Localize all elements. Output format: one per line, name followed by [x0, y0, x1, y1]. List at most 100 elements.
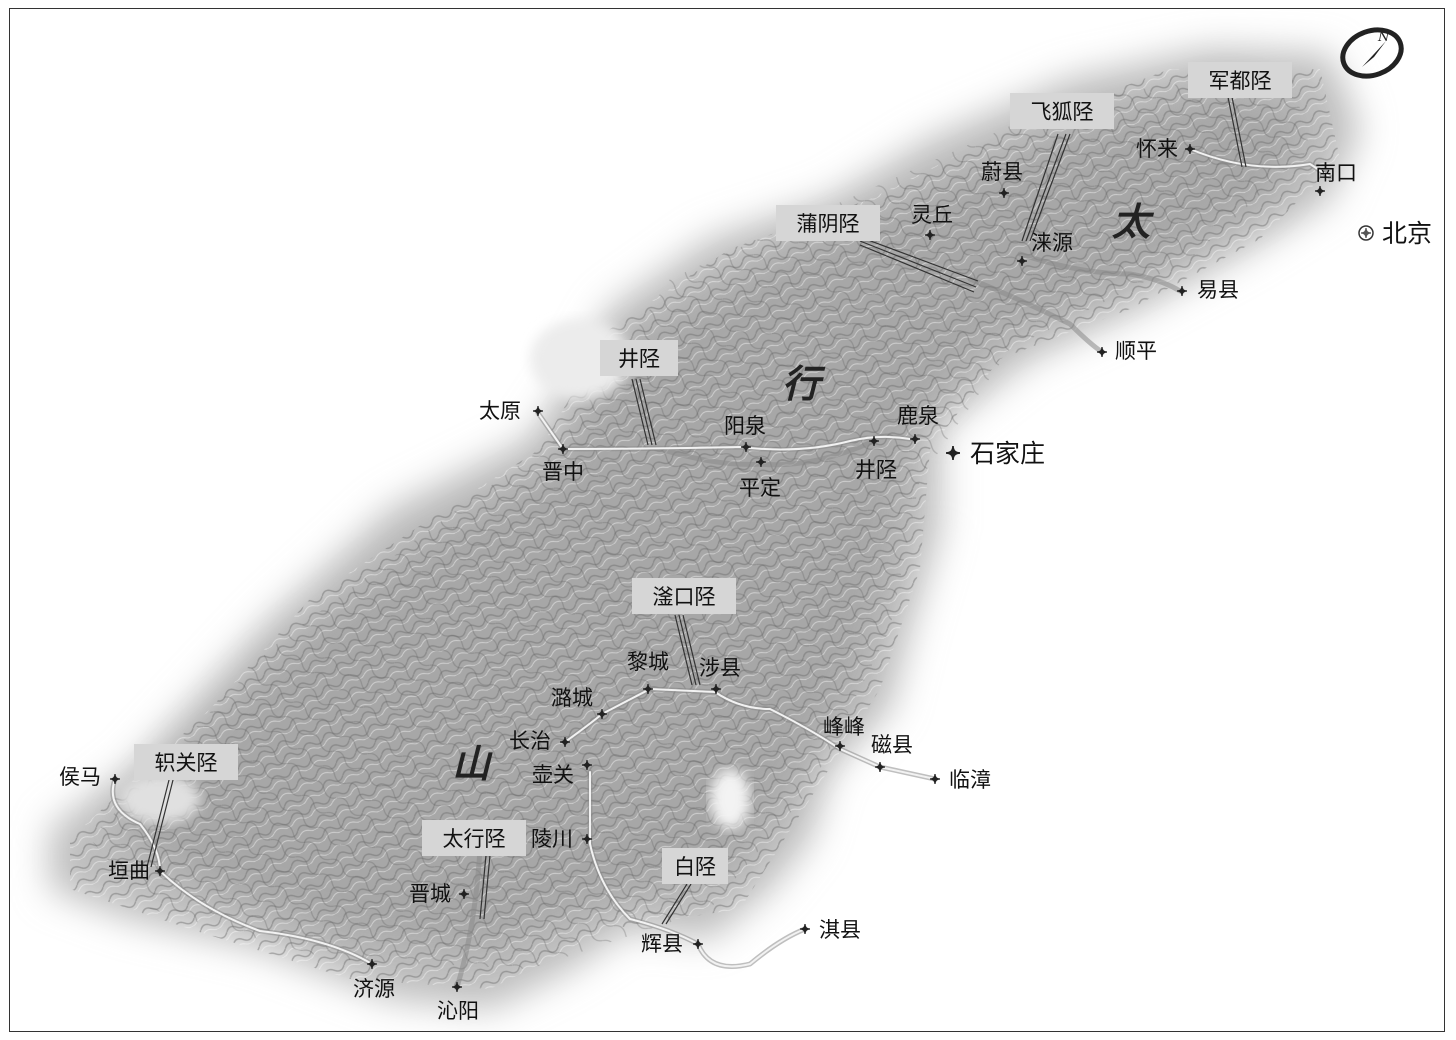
pass-label-7[interactable]: 白陉 [662, 848, 728, 884]
city-pingding[interactable]: 平定 [739, 456, 781, 500]
city-houma[interactable]: 侯马 [59, 765, 121, 789]
pass-labels: 军都陉 飞狐陉 蒲阴陉 井陉 滏口陉 轵关陉 太行陉 白陉 [134, 62, 1292, 884]
city-shijiazhuang[interactable]: 石家庄 [945, 439, 1045, 468]
diamond-star-icon [909, 433, 921, 445]
city-yuxian[interactable]: 蔚县 [981, 160, 1023, 199]
city-licheng[interactable]: 黎城 [627, 650, 669, 695]
city-qixian[interactable]: 淇县 [799, 918, 861, 942]
diamond-star-icon [532, 405, 544, 417]
diamond-star-icon [1016, 255, 1028, 267]
city-label-jinzhong: 晋中 [542, 460, 584, 484]
city-label-shunping: 顺平 [1115, 339, 1157, 363]
city-label-jingxing: 井陉 [855, 458, 897, 482]
city-yixian[interactable]: 易县 [1176, 278, 1239, 302]
diamond-star-icon [1184, 143, 1196, 155]
route-taihang [454, 846, 483, 990]
city-label-huguan: 壶关 [532, 763, 574, 787]
city-nankou[interactable]: 南口 [1314, 161, 1357, 197]
city-linzhang[interactable]: 临漳 [929, 768, 991, 792]
city-beijing[interactable]: 北京 [1358, 219, 1432, 248]
route-feihu [1017, 251, 1183, 294]
pass-label-2[interactable]: 蒲阴陉 [776, 205, 880, 241]
city-label-nankou: 南口 [1315, 161, 1357, 185]
city-label-shexian: 涉县 [699, 656, 741, 680]
city-label-shijiazhuang: 石家庄 [970, 439, 1045, 468]
city-label-houma: 侯马 [59, 765, 101, 789]
city-shexian[interactable]: 涉县 [699, 656, 741, 695]
diamond-star-icon [929, 773, 941, 785]
city-jingxing[interactable]: 井陉 [855, 435, 897, 482]
city-shunping[interactable]: 顺平 [1096, 339, 1157, 363]
city-lingqiu[interactable]: 灵丘 [911, 203, 953, 241]
diamond-star-icon [799, 923, 811, 935]
city-laiyuan[interactable]: 涞源 [1016, 231, 1073, 267]
svg-text:太行陉: 太行陉 [443, 827, 506, 851]
diamond-star-icon [642, 683, 654, 695]
city-yangquan[interactable]: 阳泉 [724, 414, 766, 453]
map-frame: 军都陉 飞狐陉 蒲阴陉 井陉 滏口陉 轵关陉 太行陉 白陉 太 行 山 北京石家… [9, 8, 1445, 1032]
city-label-luquan: 鹿泉 [897, 404, 939, 428]
city-label-yuxian: 蔚县 [981, 160, 1023, 184]
city-label-taiyuan: 太原 [479, 399, 521, 423]
city-qinyang[interactable]: 沁阳 [437, 981, 479, 1023]
map-canvas[interactable]: 军都陉 飞狐陉 蒲阴陉 井陉 滏口陉 轵关陉 太行陉 白陉 太 行 山 北京石家… [10, 9, 1445, 1032]
diamond-star-icon [1176, 285, 1188, 297]
city-lucheng[interactable]: 潞城 [551, 686, 608, 720]
svg-text:飞狐陉: 飞狐陉 [1031, 100, 1094, 124]
pass-label-0[interactable]: 军都陉 [1188, 62, 1292, 98]
pass-label-5[interactable]: 轵关陉 [134, 744, 238, 780]
diamond-star-icon [557, 443, 569, 455]
circled-star-icon [1358, 225, 1374, 241]
diamond-star-icon [740, 441, 752, 453]
city-jincheng[interactable]: 晋城 [409, 882, 470, 906]
diamond-star-icon [998, 187, 1010, 199]
diamond-star-icon [1096, 346, 1108, 358]
city-label-cixian: 磁县 [871, 733, 913, 757]
city-cixian[interactable]: 磁县 [871, 733, 913, 773]
city-changzhi[interactable]: 长治 [509, 729, 571, 753]
city-label-qixian: 淇县 [819, 918, 861, 942]
city-fengfeng[interactable]: 峰峰 [823, 715, 865, 752]
pass-label-1[interactable]: 飞狐陉 [1010, 93, 1114, 129]
city-jiyuan[interactable]: 济源 [353, 958, 395, 1001]
city-label-licheng: 黎城 [627, 650, 669, 674]
city-label-yixian: 易县 [1197, 278, 1239, 302]
city-huguan[interactable]: 壶关 [532, 759, 593, 787]
city-label-fengfeng: 峰峰 [823, 715, 865, 739]
city-luquan[interactable]: 鹿泉 [897, 404, 939, 445]
city-taiyuan[interactable]: 太原 [479, 399, 544, 423]
pass-leaders [146, 96, 1247, 925]
svg-text:轵关陉: 轵关陉 [155, 751, 218, 775]
diamond-star-icon [581, 759, 593, 771]
city-huixian[interactable]: 辉县 [641, 932, 704, 956]
diamond-star-icon [692, 938, 704, 950]
diamond-star-icon [710, 683, 722, 695]
diamond-star-icon [451, 981, 463, 993]
diamond-star-icon [868, 435, 880, 447]
compass-north-label: N [1377, 30, 1390, 45]
city-label-lucheng: 潞城 [551, 686, 593, 710]
pass-label-6[interactable]: 太行陉 [422, 820, 526, 856]
pass-label-4[interactable]: 滏口陉 [632, 578, 736, 614]
city-jinzhong[interactable]: 晋中 [542, 443, 584, 484]
basin-houma [120, 774, 200, 824]
basin-taiyuan [530, 319, 630, 399]
diamond-star-icon [945, 445, 961, 461]
route-puyin [967, 276, 1105, 355]
city-yuanqu[interactable]: 垣曲 [108, 859, 166, 883]
city-label-lingchuan: 陵川 [531, 827, 573, 851]
svg-text:井陉: 井陉 [618, 347, 660, 371]
city-huailai[interactable]: 怀来 [1136, 137, 1196, 161]
pass-label-3[interactable]: 井陉 [600, 340, 678, 376]
diamond-star-icon [834, 740, 846, 752]
city-lingchuan[interactable]: 陵川 [531, 827, 593, 851]
mountain-range-name: 太 行 山 [452, 199, 1155, 786]
city-label-linzhang: 临漳 [949, 768, 991, 792]
svg-text:白陉: 白陉 [674, 855, 716, 879]
diamond-star-icon [596, 708, 608, 720]
city-label-laiyuan: 涞源 [1031, 231, 1073, 255]
diamond-star-icon [924, 229, 936, 241]
city-label-qinyang: 沁阳 [437, 999, 479, 1023]
city-label-huixian: 辉县 [641, 932, 683, 956]
